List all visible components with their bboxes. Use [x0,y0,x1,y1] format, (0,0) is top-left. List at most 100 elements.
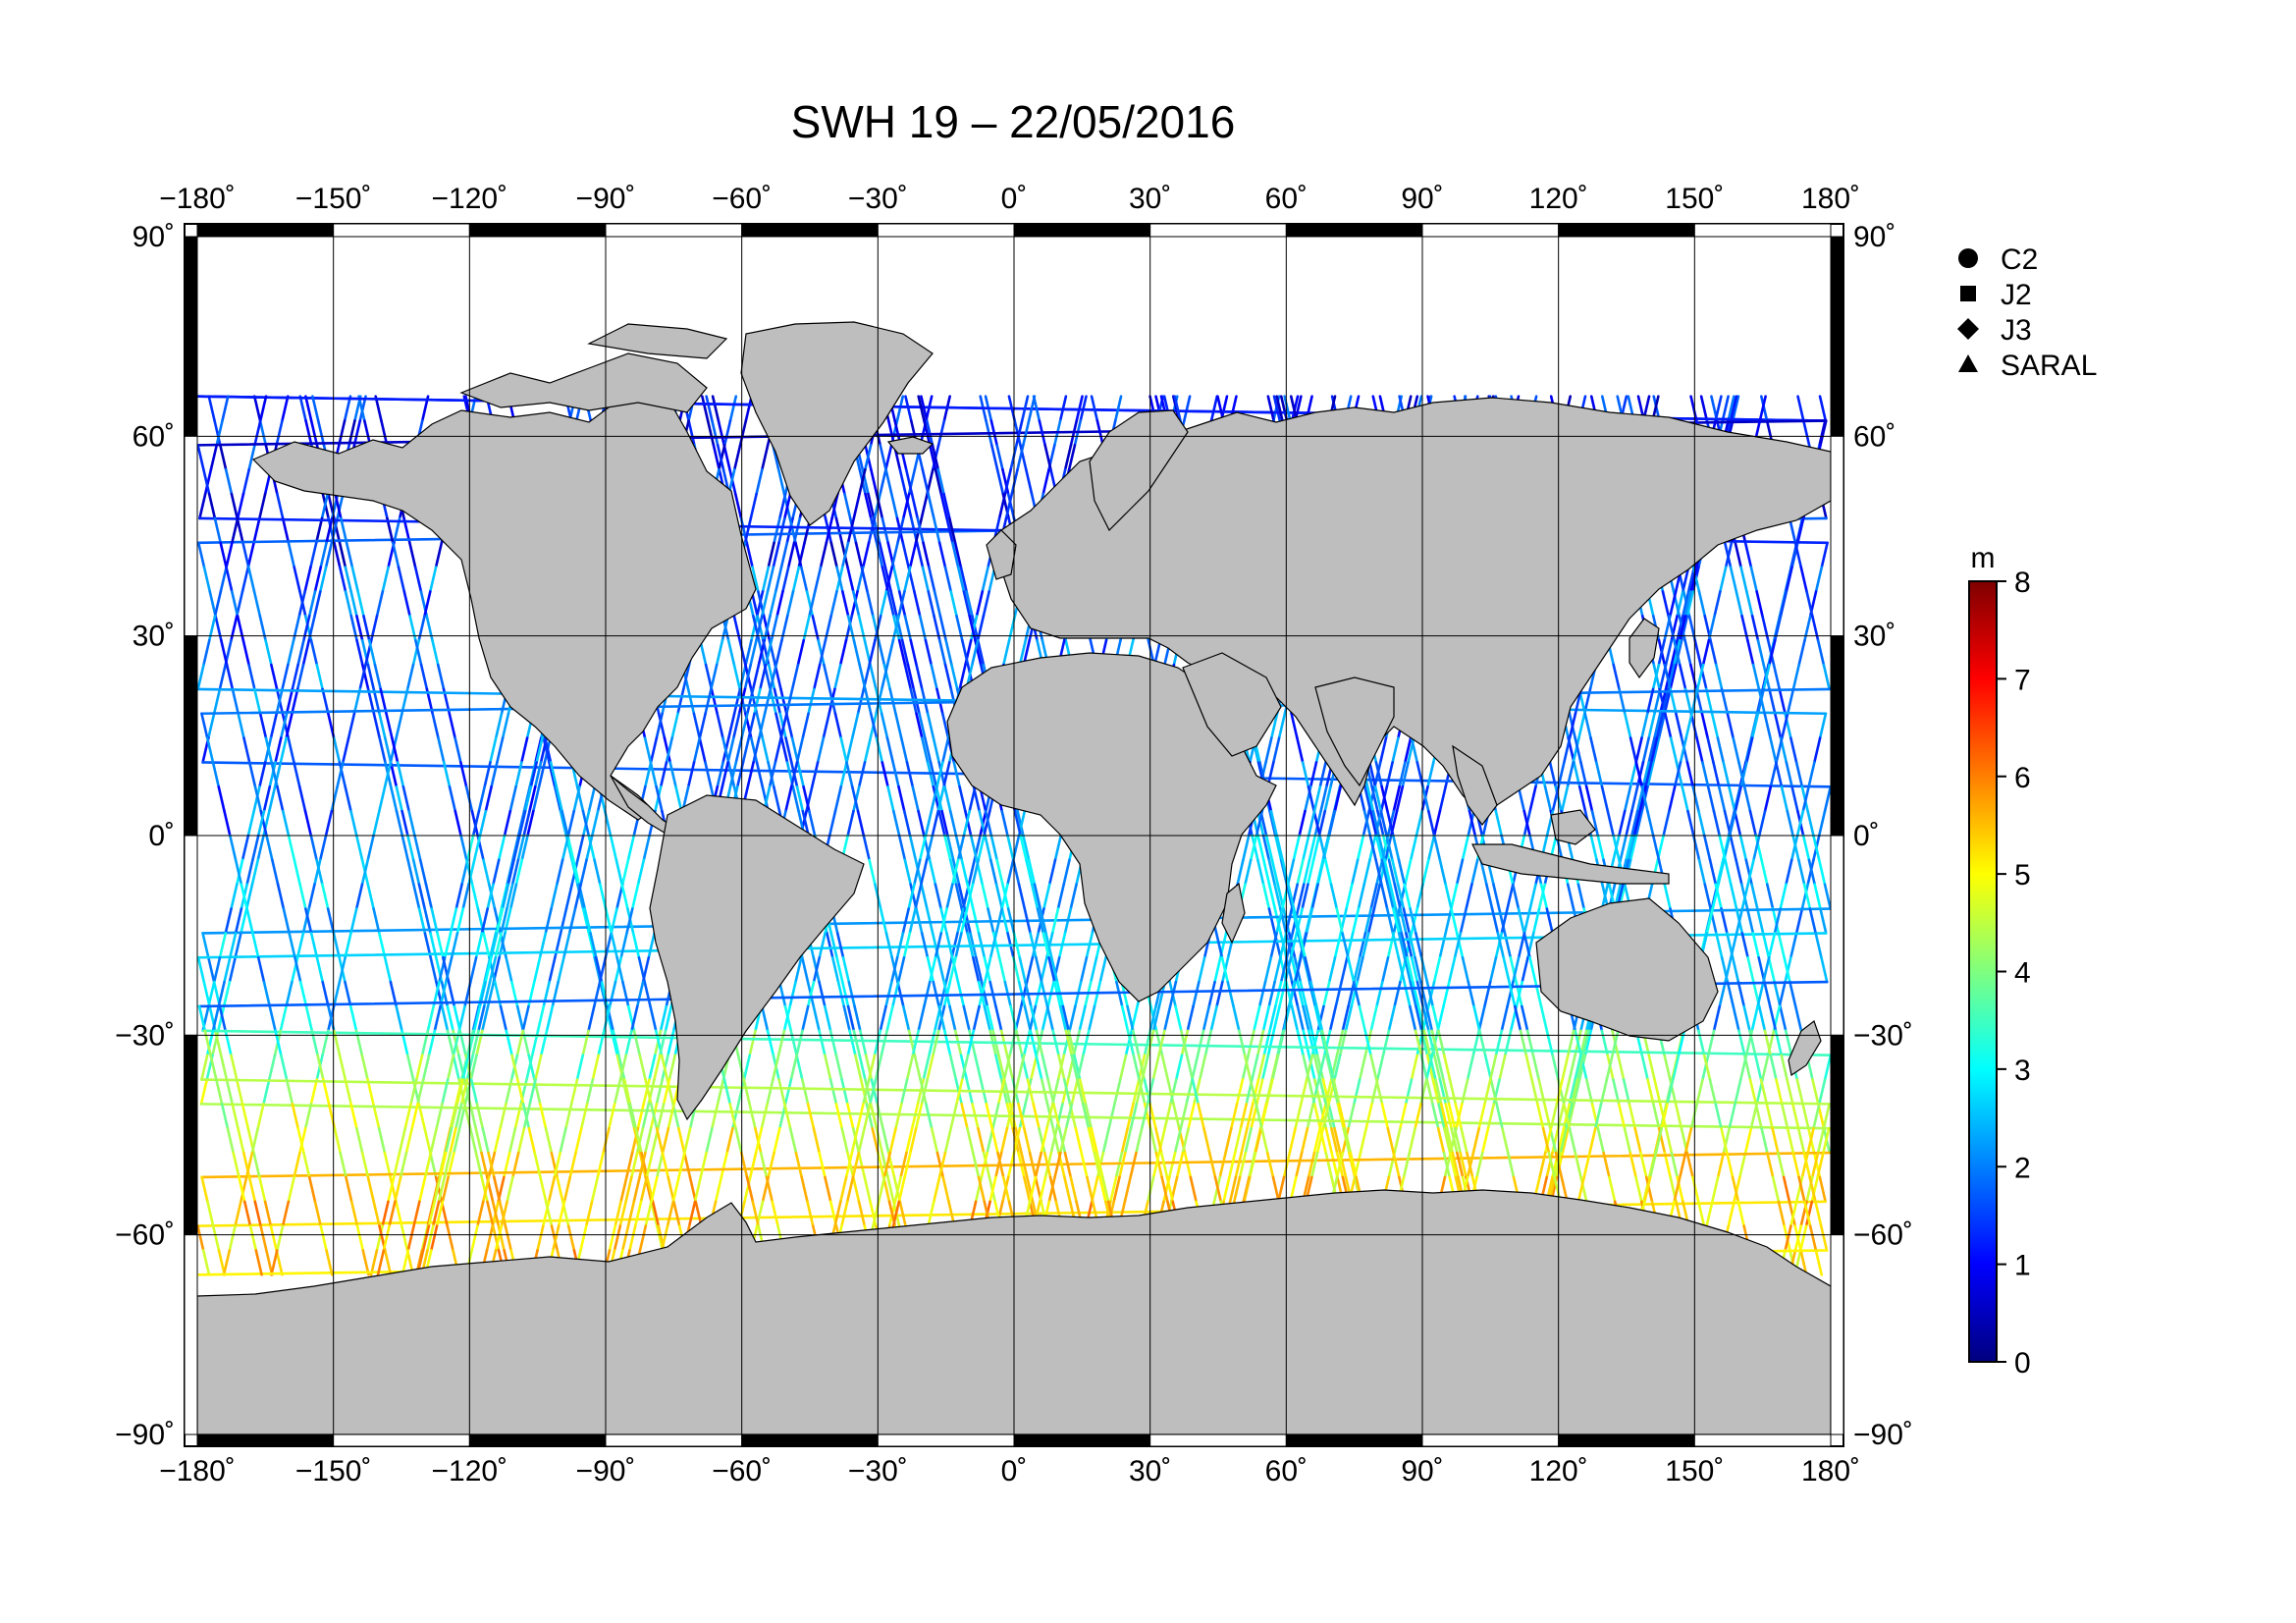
track-segment [309,541,318,568]
track-segment [1689,1103,1699,1130]
track-segment [544,1200,554,1227]
track-segment [1047,858,1057,887]
track-segment [726,638,736,667]
track-segment [1347,1103,1356,1130]
track-segment [1818,712,1828,739]
track-segment [1439,1103,1449,1130]
track-segment [268,1004,277,1033]
track-segment [1118,1054,1128,1081]
track-segment [207,395,216,422]
track-segment [344,932,352,959]
track-segment [311,395,320,422]
track-segment [1272,1004,1281,1033]
track-segment [1039,907,1047,935]
track-segment [1068,1004,1077,1033]
track-segment [1052,1103,1061,1130]
track-segment [557,1200,566,1227]
track-segment [256,955,266,984]
track-segment [1063,1151,1073,1179]
track-segment [920,883,929,910]
track-segment [1232,1004,1241,1033]
track-segment [784,712,794,739]
track-segment [681,663,691,691]
track-segment [495,907,505,935]
track-segment [1255,1078,1264,1106]
track-segment [858,663,867,691]
track-segment [491,1200,501,1227]
track-segment [1028,1151,1038,1179]
track-segment [627,1103,636,1130]
track-segment [1685,1151,1694,1179]
track-segment [1296,858,1305,887]
track-segment [200,1175,209,1204]
track-segment [1330,1126,1339,1155]
track-segment [995,444,1004,471]
track-segment [532,955,542,984]
track-segment [1311,1078,1320,1106]
track-segment [293,761,301,788]
track-segment [309,419,319,447]
track-segment [469,955,478,984]
track-segment [575,784,585,813]
track-segment [769,590,777,618]
track-segment [1796,395,1805,422]
track-segment [834,1103,843,1130]
track-segment [642,1078,651,1106]
track-segment [1004,492,1014,520]
track-segment [1461,1078,1469,1106]
track-segment [276,784,285,813]
track-segment [385,712,394,739]
track-segment [333,541,342,568]
track-segment [499,1103,507,1130]
track-segment [1718,980,1727,1008]
track-segment [736,1054,746,1081]
track-segment [927,590,935,618]
track-segment [1056,883,1066,910]
track-segment [880,712,889,739]
track-segment [1049,1126,1058,1155]
track-segment [1488,955,1498,984]
track-segment [1006,858,1015,887]
track-segment [316,1054,325,1081]
track-segment [1051,1126,1060,1155]
track-segment [940,712,950,739]
track-segment [303,566,312,593]
track-segment [1030,1004,1039,1033]
track-segment [848,516,858,545]
track-segment [1757,1004,1767,1033]
track-segment [1697,809,1706,838]
track-segment [774,638,783,667]
track-segment [564,883,574,910]
track-segment [749,492,758,520]
track-segment [818,1151,827,1179]
track-segment [948,516,957,545]
track-segment [281,809,291,838]
track-segment [548,761,557,788]
track-segment [1286,858,1296,887]
track-segment [1506,883,1515,910]
track-segment [659,761,668,788]
track-segment [343,395,352,422]
track-segment [336,492,345,520]
track-segment [326,907,336,935]
track-segment [411,638,421,667]
track-segment [355,1126,364,1155]
track-segment [304,395,313,422]
track-segment [421,1224,431,1252]
track-segment [1264,834,1274,862]
track-segment [1240,1126,1249,1155]
track-segment [989,834,998,862]
track-segment [1307,1151,1316,1179]
track-segment [446,1224,454,1252]
track-segment [1790,784,1799,813]
track-segment [767,541,775,568]
track-segment [250,1126,260,1155]
track-segment [1791,663,1801,691]
track-segment [1256,1054,1266,1081]
track-segment [619,932,628,959]
track-segment [966,1126,975,1155]
track-segment [741,736,751,764]
track-segment [1647,712,1656,739]
track-segment [562,932,571,959]
track-segment [816,736,826,764]
